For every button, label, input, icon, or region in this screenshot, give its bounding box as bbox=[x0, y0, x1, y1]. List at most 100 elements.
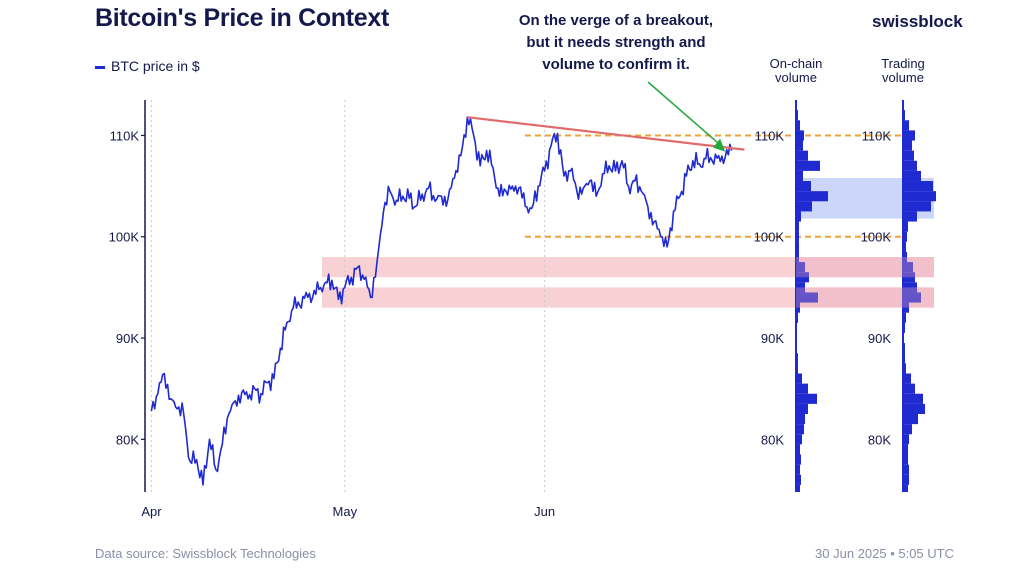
trading-volume-bar bbox=[903, 262, 913, 273]
onchain-volume-title: On-chain bbox=[770, 56, 823, 71]
btc-price-line bbox=[150, 116, 733, 486]
x-tick-label: Apr bbox=[141, 504, 162, 519]
onchain-volume-bar bbox=[796, 403, 808, 415]
trading-volume-bar bbox=[903, 444, 908, 455]
y-tick-label: 110K bbox=[110, 128, 140, 143]
trading-volume-bar bbox=[903, 201, 931, 212]
onchain-volume-bar bbox=[796, 262, 805, 273]
timestamp: 30 Jun 2025 • 5:05 UTC bbox=[815, 546, 954, 561]
trading-volume-bar bbox=[903, 302, 909, 313]
onchain-volume-bar bbox=[796, 332, 797, 344]
onchain-volume-bar bbox=[796, 231, 799, 242]
annotation-text: On the verge of a breakout, but it needs… bbox=[500, 10, 732, 76]
trading-volume-bar bbox=[903, 343, 905, 354]
onchain-volume-bar bbox=[796, 434, 802, 445]
y-tick-label: 90K bbox=[116, 331, 139, 346]
onchain-volume-bar bbox=[796, 160, 820, 171]
support-band-overlay bbox=[796, 257, 934, 278]
onchain-volume-bar bbox=[796, 312, 798, 323]
trading-volume-bar bbox=[903, 464, 909, 475]
x-tick-label: Jun bbox=[534, 504, 555, 519]
onchain-volume-tick-label: 100K bbox=[754, 230, 785, 245]
trading-volume-bar bbox=[903, 403, 925, 415]
trading-volume-bar bbox=[903, 383, 915, 394]
annotation-arrow bbox=[647, 81, 722, 147]
onchain-volume-bar bbox=[796, 454, 801, 465]
onchain-volume-bar bbox=[796, 150, 808, 161]
annotation-line: On the verge of a breakout, bbox=[518, 12, 714, 29]
support-band-overlay bbox=[796, 287, 934, 308]
annotation-line: volume to confirm it. bbox=[542, 56, 690, 73]
onchain-volume-bar bbox=[796, 353, 798, 364]
trading-volume-bar bbox=[903, 241, 906, 252]
trading-volume-bar bbox=[903, 414, 918, 425]
onchain-volume-bar bbox=[796, 140, 803, 151]
trading-volume-bar bbox=[903, 292, 921, 303]
legend-label: BTC price in $ bbox=[111, 58, 200, 74]
trading-volume-bar bbox=[903, 221, 908, 232]
onchain-volume-bar bbox=[796, 272, 809, 283]
trading-volume-bar bbox=[903, 424, 912, 435]
trading-volume-bar bbox=[903, 312, 906, 323]
trading-volume-bar bbox=[903, 484, 908, 492]
annotation-line: but it needs strength and bbox=[526, 34, 706, 51]
onchain-volume-bar bbox=[796, 292, 818, 303]
trading-volume-bar bbox=[903, 231, 907, 242]
y-tick-label: 100K bbox=[109, 230, 140, 245]
onchain-volume-tick-label: 80K bbox=[761, 432, 784, 447]
legend-line-icon bbox=[95, 65, 105, 69]
support-band bbox=[322, 257, 934, 278]
trading-volume-bar bbox=[903, 332, 904, 344]
onchain-volume-bar bbox=[796, 211, 801, 222]
trading-volume-title: volume bbox=[882, 70, 924, 85]
onchain-volume-bar bbox=[796, 363, 798, 374]
trading-volume-bar bbox=[903, 130, 915, 141]
onchain-volume-bar bbox=[796, 322, 797, 333]
trading-volume-title: Trading bbox=[881, 56, 925, 71]
trading-volume-bar bbox=[903, 434, 909, 445]
onchain-volume-bar bbox=[796, 181, 811, 192]
onchain-volume-bar bbox=[796, 474, 801, 485]
trading-volume-bar bbox=[903, 272, 915, 283]
trading-volume-bar bbox=[903, 353, 905, 364]
onchain-volume-bar bbox=[796, 241, 799, 252]
onchain-volume-bar bbox=[796, 464, 800, 475]
x-tick-label: May bbox=[333, 504, 358, 519]
onchain-volume-bar bbox=[796, 444, 800, 455]
onchain-volume-bar bbox=[796, 282, 805, 293]
trading-volume-bar bbox=[903, 140, 912, 151]
trading-volume-bar bbox=[903, 110, 905, 121]
trading-volume-bar bbox=[903, 181, 933, 192]
chart-title: Bitcoin's Price in Context bbox=[95, 4, 390, 32]
trading-volume-bar bbox=[903, 373, 911, 384]
trading-volume-tick-label: 90K bbox=[868, 331, 891, 346]
onchain-volume-bar bbox=[796, 110, 798, 121]
trading-volume-bar bbox=[903, 454, 908, 465]
onchain-volume-bar bbox=[796, 130, 804, 141]
onchain-volume-bar bbox=[796, 373, 802, 384]
trading-volume-bar bbox=[903, 474, 909, 485]
onchain-volume-bar bbox=[796, 201, 812, 212]
onchain-volume-bar bbox=[796, 343, 797, 354]
onchain-volume-tick-label: 110K bbox=[755, 128, 785, 143]
onchain-volume-bar bbox=[796, 424, 804, 435]
annotation-arrowhead bbox=[713, 138, 726, 152]
trading-volume-bar bbox=[903, 322, 905, 333]
y-tick-label: 80K bbox=[116, 432, 139, 447]
onchain-volume-bar bbox=[796, 393, 817, 404]
trading-volume-bar bbox=[903, 170, 921, 182]
legend: BTC price in $ bbox=[95, 58, 200, 74]
data-source: Data source: Swissblock Technologies bbox=[95, 546, 316, 561]
trading-volume-tick-label: 100K bbox=[861, 230, 892, 245]
support-band bbox=[322, 287, 934, 308]
trading-volume-bar bbox=[903, 160, 917, 171]
trading-volume-bar bbox=[903, 120, 909, 131]
onchain-volume-bar bbox=[796, 414, 805, 425]
onchain-volume-bar bbox=[796, 191, 828, 202]
trading-volume-bar bbox=[903, 150, 914, 161]
trading-volume-bar bbox=[903, 282, 917, 293]
trading-volume-bar bbox=[903, 211, 917, 222]
trading-volume-bar bbox=[903, 363, 906, 374]
onchain-volume-bar bbox=[796, 170, 803, 182]
